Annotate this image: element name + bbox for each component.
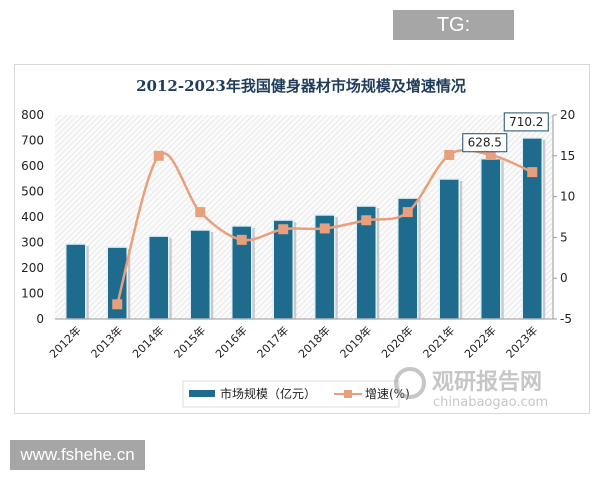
x-tick-label: 2016年 xyxy=(212,323,249,360)
growth-point xyxy=(236,234,247,245)
left-y-tick-label: 400 xyxy=(21,210,44,224)
growth-point xyxy=(319,223,330,234)
x-tick-label: 2015年 xyxy=(171,323,208,360)
x-tick-label: 2019年 xyxy=(337,323,374,360)
left-y-tick-label: 100 xyxy=(21,287,44,301)
x-tick-label: 2018年 xyxy=(295,323,332,360)
growth-point xyxy=(527,167,538,178)
chart-frame xyxy=(14,64,590,414)
chinabaogao-logo: 观研报告网 chinabaogao.com xyxy=(394,367,548,410)
growth-point xyxy=(153,150,164,161)
growth-line xyxy=(116,148,533,305)
x-tick-label: 2014年 xyxy=(129,323,166,360)
left-y-tick-label: 600 xyxy=(21,159,44,173)
right-y-tick-label: 5 xyxy=(560,230,568,244)
bar xyxy=(148,235,170,320)
left-y-tick-label: 500 xyxy=(21,185,44,199)
legend: 市场规模（亿元） 增速(%) xyxy=(182,380,410,408)
left-y-tick-label: 0 xyxy=(36,312,44,326)
data-label-box xyxy=(462,133,508,153)
data-label: 710.2 xyxy=(509,115,543,129)
x-tick-label: 2017年 xyxy=(254,323,291,360)
data-label-box xyxy=(503,112,549,132)
left-y-tick-label: 200 xyxy=(21,261,44,275)
x-tick-label: 2013年 xyxy=(88,323,125,360)
bar xyxy=(438,178,460,320)
right-y-tick-label: 0 xyxy=(560,271,568,285)
x-tick-label: 2022年 xyxy=(461,323,498,360)
svg-text:chinabaogao.com: chinabaogao.com xyxy=(433,395,548,410)
bar xyxy=(272,219,294,320)
legend-bar-label: 市场规模（亿元） xyxy=(220,386,316,401)
growth-point xyxy=(195,207,206,218)
right-y-tick-label: 20 xyxy=(560,108,575,122)
left-y-tick-label: 300 xyxy=(21,236,44,250)
x-tick-label: 2012年 xyxy=(46,323,83,360)
right-y-tick-label: 15 xyxy=(560,149,575,163)
x-tick-label: 2021年 xyxy=(420,323,457,360)
left-y-tick-label: 700 xyxy=(21,134,44,148)
watermark-bottom: www.fshehe.cn xyxy=(10,440,145,470)
svg-text:观研报告网: 观研报告网 xyxy=(432,370,542,395)
right-y-tick-label: 10 xyxy=(560,190,575,204)
watermark-top: TG: MYYJJPP xyxy=(393,10,514,66)
bar xyxy=(189,229,211,320)
bar xyxy=(521,137,543,320)
growth-point xyxy=(278,224,289,235)
growth-point xyxy=(444,149,455,160)
growth-point xyxy=(485,149,496,160)
bar xyxy=(65,243,87,320)
left-y-tick-label: 800 xyxy=(21,108,44,122)
growth-point xyxy=(402,207,413,218)
data-label: 628.5 xyxy=(468,136,502,150)
right-y-tick-label: -5 xyxy=(560,312,572,326)
legend-bar-swatch xyxy=(189,390,215,397)
growth-point xyxy=(112,299,123,310)
x-tick-label: 2020年 xyxy=(378,323,415,360)
growth-point xyxy=(361,215,372,226)
chart-title: 2012-2023年我国健身器材市场规模及增速情况 xyxy=(136,77,466,95)
x-tick-label: 2023年 xyxy=(503,323,540,360)
bar xyxy=(480,157,502,320)
